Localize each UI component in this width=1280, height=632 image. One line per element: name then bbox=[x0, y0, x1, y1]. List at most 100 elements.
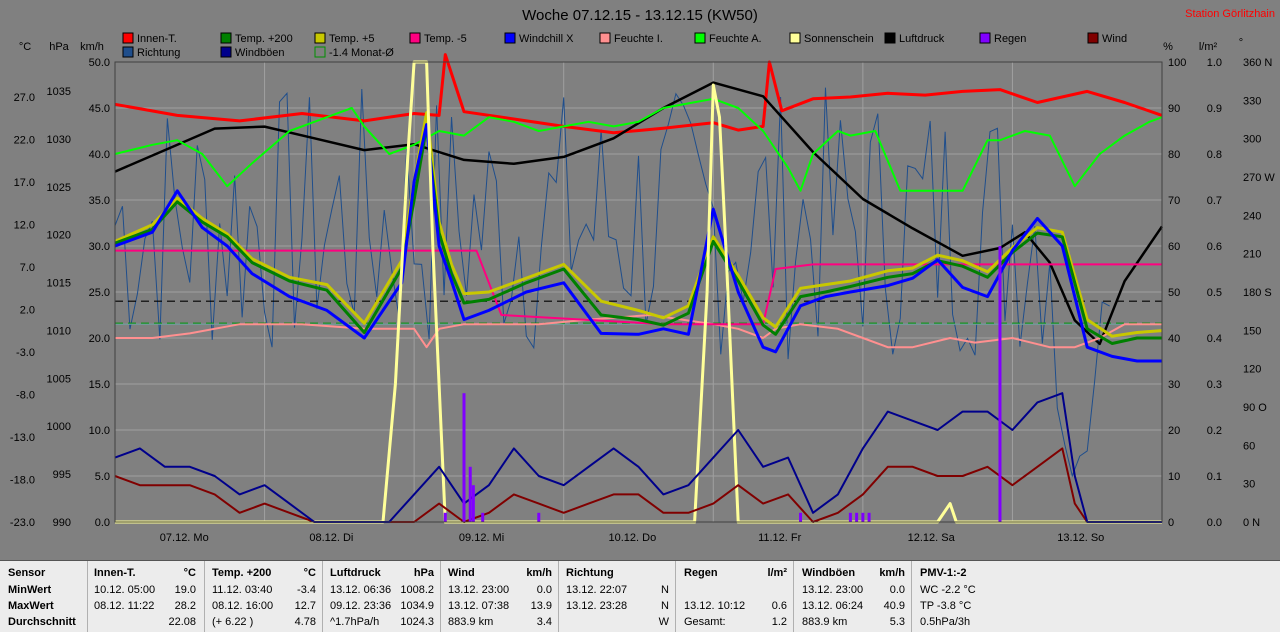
stats-druck-r1v: 1008.2 bbox=[400, 584, 434, 596]
tick-rain: 0.8 bbox=[1207, 149, 1222, 161]
series-richtung bbox=[114, 87, 1110, 478]
rain-bar bbox=[867, 512, 871, 522]
stats-pmv-r2: TP -3.8 °C bbox=[920, 600, 972, 612]
stats-temp200: Temp. +200 °C 11.12. 03:40 -3.4 08.12. 1… bbox=[205, 561, 323, 632]
legend-swatch bbox=[220, 32, 232, 44]
tick-press: 1010 bbox=[47, 325, 71, 337]
stats-druck-h: Luftdruck bbox=[330, 567, 381, 579]
legend-label: Wind bbox=[1102, 33, 1127, 45]
stats-wind-r3v: 3.4 bbox=[536, 616, 552, 628]
chart-title: Woche 07.12.15 - 13.12.15 (KW50) bbox=[522, 7, 758, 24]
series-innen-t- bbox=[114, 53, 1163, 135]
tick-speed: 35.0 bbox=[89, 195, 110, 207]
stats-wind-r1t: 13.12. 23:00 bbox=[448, 584, 510, 596]
tick-temp: 12.0 bbox=[14, 220, 35, 232]
tick-pct: 40 bbox=[1168, 333, 1180, 345]
tick-day: 13.12. So bbox=[1057, 532, 1104, 544]
stats-wind: Wind km/h 13.12. 23:00 0.0 13.12. 07:38 … bbox=[441, 561, 559, 632]
legend: Innen-T. Temp. +200 Temp. +5 Temp. -5 Windch… bbox=[122, 32, 1127, 59]
plot-frame bbox=[114, 61, 1163, 523]
tick-temp: 27.0 bbox=[14, 92, 35, 104]
stats-boeen-r3t: 883.9 km bbox=[802, 616, 848, 628]
stats-richtung-h: Richtung bbox=[566, 567, 614, 579]
legend-swatch bbox=[599, 32, 611, 44]
tick-speed: 50.0 bbox=[89, 57, 110, 69]
tick-temp: -8.0 bbox=[16, 390, 35, 402]
tick-press: 1035 bbox=[47, 86, 71, 98]
stats-pmv-r1: WC -2.2 °C bbox=[920, 584, 976, 596]
stats-wind-r2t: 13.12. 07:38 bbox=[448, 600, 510, 612]
weather-chart: Woche 07.12.15 - 13.12.15 (KW50) Station… bbox=[10, 7, 1275, 544]
tick-temp: -18.0 bbox=[10, 475, 35, 487]
tick-temp: 2.0 bbox=[20, 305, 35, 317]
tick-press: 1020 bbox=[47, 230, 71, 242]
tick-temp: 7.0 bbox=[20, 262, 35, 274]
stats-boeen-r3v: 5.3 bbox=[889, 616, 905, 628]
rain-bar bbox=[443, 512, 447, 522]
stats-regen-r2v: 0.6 bbox=[771, 600, 787, 612]
tick-speed: 25.0 bbox=[89, 287, 110, 299]
rain-bar bbox=[462, 393, 466, 522]
stats-wind-h: Wind bbox=[448, 567, 475, 579]
tick-day: 12.12. Sa bbox=[908, 532, 956, 544]
tick-pct: 90 bbox=[1168, 103, 1180, 115]
stats-innen-r3v: 22.08 bbox=[168, 616, 196, 628]
tick-day: 09.12. Mi bbox=[459, 532, 504, 544]
tick-rain: 0.9 bbox=[1207, 103, 1222, 115]
tick-speed: 40.0 bbox=[89, 149, 110, 161]
stats-innen: Innen-T. °C 10.12. 05:00 19.0 08.12. 11:… bbox=[88, 561, 205, 632]
stats-regen-h: Regen bbox=[684, 567, 718, 579]
stats-druck-r1t: 13.12. 06:36 bbox=[330, 584, 392, 596]
tick-rain: 0.4 bbox=[1207, 333, 1222, 345]
stats-innen-r1t: 10.12. 05:00 bbox=[94, 584, 156, 596]
tick-temp: -23.0 bbox=[10, 517, 35, 529]
stats-avg-label: Durchschnitt bbox=[8, 616, 76, 628]
stats-richtung: Richtung 13.12. 22:07 N 13.12. 23:28 N W bbox=[559, 561, 676, 632]
tick-rain: 0.2 bbox=[1207, 425, 1222, 437]
legend-label: Temp. -5 bbox=[424, 33, 467, 45]
series-wind bbox=[114, 447, 1162, 523]
tick-speed: 30.0 bbox=[89, 241, 110, 253]
stats-sensor-col: Sensor MinWert MaxWert Durchschnitt bbox=[0, 561, 88, 632]
tick-pct: 100 bbox=[1168, 57, 1186, 69]
tick-press: 1015 bbox=[47, 278, 71, 290]
stats-wind-r1v: 0.0 bbox=[536, 584, 552, 596]
stats-richtung-r2v: N bbox=[661, 600, 669, 612]
stats-temp200-r3v: 4.78 bbox=[294, 616, 316, 628]
stats-richtung-r1v: N bbox=[661, 584, 669, 596]
tick-temp: 17.0 bbox=[14, 177, 35, 189]
stats-druck-r2v: 1034.9 bbox=[400, 600, 434, 612]
legend-swatch bbox=[122, 46, 134, 58]
legend-swatch bbox=[122, 32, 134, 44]
series-luftdruck bbox=[114, 81, 1164, 346]
tick-speed: 5.0 bbox=[95, 471, 110, 483]
stats-boeen-u: km/h bbox=[879, 567, 905, 579]
tick-speed: 0.0 bbox=[95, 517, 110, 529]
tick-rain: 0.7 bbox=[1207, 195, 1222, 207]
tick-pct: 0 bbox=[1168, 517, 1174, 529]
tick-temp: -13.0 bbox=[10, 432, 35, 444]
series-windchill-x bbox=[114, 123, 1162, 363]
tick-deg: 60 bbox=[1243, 440, 1255, 452]
legend-label: Richtung bbox=[137, 47, 180, 59]
rain-bar bbox=[855, 512, 859, 522]
stats-druck-r3t: ^1.7hPa/h bbox=[330, 616, 380, 628]
stats-innen-r2t: 08.12. 11:22 bbox=[94, 600, 155, 612]
tick-deg: 120 bbox=[1243, 364, 1261, 376]
stats-temp200-r3t: (+ 6.22 ) bbox=[212, 616, 254, 628]
legend-swatch bbox=[314, 32, 326, 44]
stats-regen-r3v: 1.2 bbox=[771, 616, 787, 628]
stats-wind-u: km/h bbox=[526, 567, 552, 579]
tick-speed: 45.0 bbox=[89, 103, 110, 115]
rain-bar bbox=[861, 512, 865, 522]
grid bbox=[114, 61, 1163, 523]
legend-swatch bbox=[979, 32, 991, 44]
series-feuchte-a- bbox=[114, 97, 1163, 192]
legend-label: Sonnenschein bbox=[804, 33, 874, 45]
tick-press: 1005 bbox=[47, 373, 71, 385]
stats-regen: Regen l/m² 13.12. 10:12 0.6 Gesamt: 1.2 bbox=[676, 561, 794, 632]
rain-bar bbox=[537, 512, 541, 522]
tick-rain: 0.3 bbox=[1207, 379, 1222, 391]
legend-label: Innen-T. bbox=[137, 33, 177, 45]
legend-label: Temp. +5 bbox=[329, 33, 375, 45]
